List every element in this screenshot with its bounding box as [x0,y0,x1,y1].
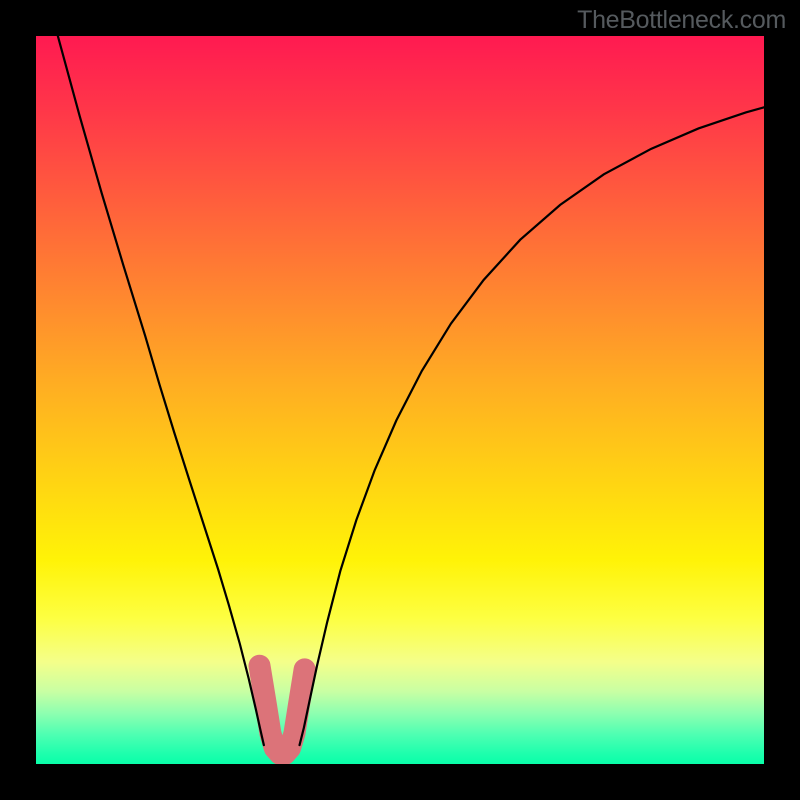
plot-background-gradient [36,36,764,764]
watermark-text: TheBottleneck.com [577,6,786,35]
bottleneck-chart [0,0,800,800]
